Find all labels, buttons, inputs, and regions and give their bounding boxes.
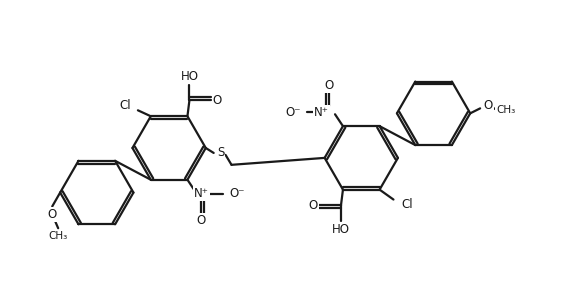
Text: CH₃: CH₃ bbox=[496, 105, 515, 115]
Text: S: S bbox=[217, 146, 225, 159]
Text: O: O bbox=[483, 99, 492, 112]
Text: O: O bbox=[197, 214, 206, 227]
Text: HO: HO bbox=[332, 223, 350, 236]
Text: O: O bbox=[324, 79, 333, 92]
Text: O: O bbox=[213, 94, 222, 107]
Text: N⁺: N⁺ bbox=[194, 187, 209, 200]
Text: O⁻: O⁻ bbox=[229, 187, 245, 200]
Text: O: O bbox=[308, 199, 318, 212]
Text: HO: HO bbox=[181, 70, 198, 83]
Text: Cl: Cl bbox=[401, 198, 413, 211]
Text: CH₃: CH₃ bbox=[48, 231, 68, 241]
Text: O⁻: O⁻ bbox=[286, 106, 302, 119]
Text: Cl: Cl bbox=[119, 99, 131, 112]
Text: N⁺: N⁺ bbox=[314, 106, 329, 119]
Text: O: O bbox=[48, 208, 57, 221]
